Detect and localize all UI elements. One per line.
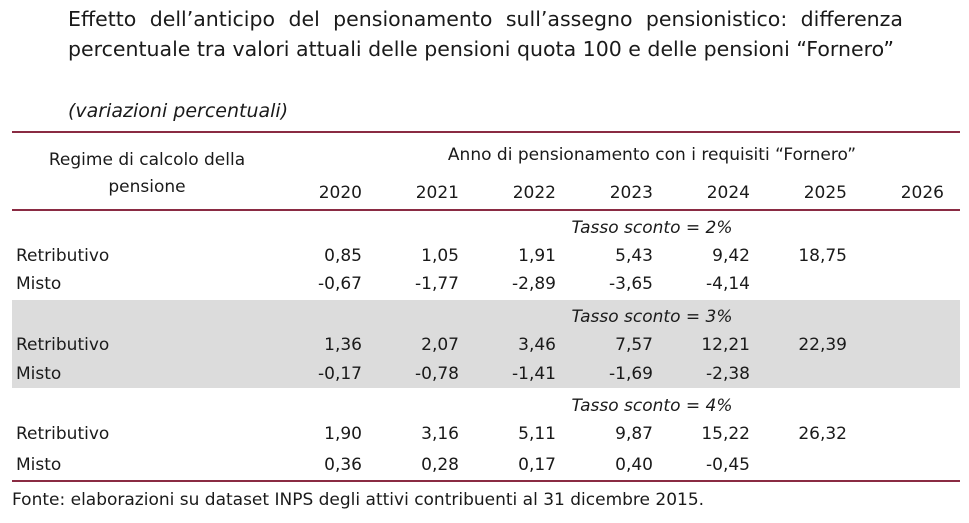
year-header: 2022 [512, 183, 556, 203]
table-cell: -2,89 [512, 274, 556, 294]
year-header: 2021 [415, 183, 459, 203]
column-group-header-anno: Anno di pensionamento con i requisiti “F… [447, 145, 857, 165]
column-header-regime: Regime di calcolo della pensione [48, 150, 246, 197]
table-cell: 0,28 [421, 455, 459, 475]
table-cell: 3,16 [421, 424, 459, 444]
table-cell: 0,40 [615, 455, 653, 475]
year-header: 2025 [803, 183, 847, 203]
row-label: Misto [16, 274, 62, 294]
table-cell: 5,43 [615, 246, 653, 266]
section-band-3pct [12, 300, 960, 388]
table-cell: -0,45 [706, 455, 750, 475]
table-cell: -1,69 [609, 364, 653, 384]
table-cell: 7,57 [615, 335, 653, 355]
table-top-rule [12, 131, 960, 133]
year-header: 2026 [900, 183, 944, 203]
table-cell: -0,67 [318, 274, 362, 294]
table-cell: -4,14 [706, 274, 750, 294]
table-cell: 1,36 [324, 335, 362, 355]
row-label: Misto [16, 455, 62, 475]
year-header: 2024 [706, 183, 750, 203]
table-cell: 9,87 [615, 424, 653, 444]
document-subtitle: (variazioni percentuali) [68, 100, 289, 122]
table-cell: 3,46 [518, 335, 556, 355]
table-cell: 0,36 [324, 455, 362, 475]
table-cell: -3,65 [609, 274, 653, 294]
table-cell: 5,11 [518, 424, 556, 444]
row-label: Retributivo [16, 246, 110, 266]
table-cell: 0,17 [518, 455, 556, 475]
source-footnote: Fonte: elaborazioni su dataset INPS degl… [12, 490, 705, 510]
table-cell: 22,39 [798, 335, 847, 355]
table-cell: 2,07 [421, 335, 459, 355]
section-label: Tasso sconto = 3% [571, 307, 733, 327]
table-cell: 26,32 [798, 424, 847, 444]
year-header: 2020 [318, 183, 362, 203]
table-cell: 18,75 [798, 246, 847, 266]
table-cell: 15,22 [701, 424, 750, 444]
table-cell: -2,38 [706, 364, 750, 384]
row-label: Misto [16, 364, 62, 384]
table-cell: 1,91 [518, 246, 556, 266]
table-cell: 1,05 [421, 246, 459, 266]
table-header-rule [12, 209, 960, 211]
table-cell: -1,77 [415, 274, 459, 294]
table-cell: -1,41 [512, 364, 556, 384]
table-cell: 0,85 [324, 246, 362, 266]
table-bottom-rule [12, 480, 960, 482]
row-label: Retributivo [16, 424, 110, 444]
table-cell: 1,90 [324, 424, 362, 444]
table-cell: 12,21 [701, 335, 750, 355]
section-label: Tasso sconto = 2% [571, 218, 733, 238]
row-label: Retributivo [16, 335, 110, 355]
table-cell: -0,17 [318, 364, 362, 384]
table-cell: 9,42 [712, 246, 750, 266]
table-cell: -0,78 [415, 364, 459, 384]
section-label: Tasso sconto = 4% [571, 396, 733, 416]
year-header: 2023 [609, 183, 653, 203]
document-title: Effetto dell’anticipo del pensionamento … [68, 7, 903, 61]
